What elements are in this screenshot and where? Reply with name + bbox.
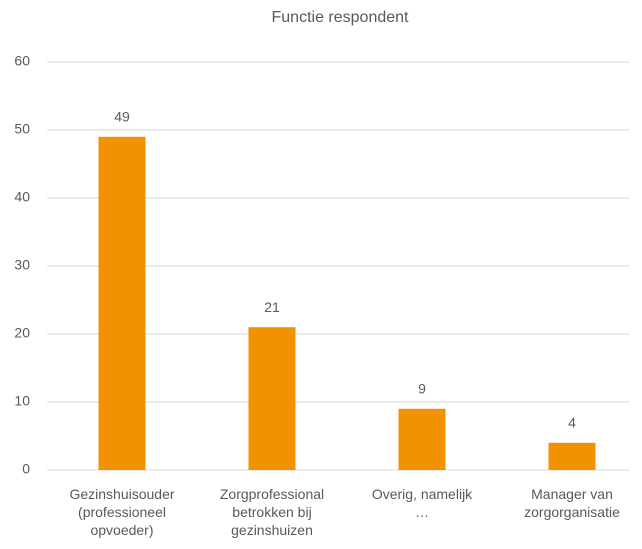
bar [398, 408, 446, 470]
x-tick-label: Gezinshuisouder (professioneel opvoeder) [69, 486, 175, 538]
x-tick-label: Manager van zorgorganisatie [524, 486, 620, 520]
bar [248, 327, 296, 470]
y-tick-label: 50 [14, 121, 30, 137]
bar [98, 136, 146, 471]
x-tick-label: Overig, namelijk … [371, 486, 473, 520]
y-tick-label: 40 [14, 189, 30, 205]
y-tick-label: 60 [14, 53, 30, 69]
data-label: 9 [418, 381, 426, 397]
data-label: 49 [114, 109, 130, 125]
x-tick-label: Zorgprofessional betrokken bij gezinshui… [219, 486, 325, 538]
y-tick-label: 30 [14, 257, 30, 273]
y-tick-label: 10 [14, 393, 30, 409]
bar [548, 442, 596, 470]
y-tick-label: 20 [14, 325, 30, 341]
data-label: 21 [264, 299, 280, 315]
chart-title: Functie respondent [272, 9, 410, 26]
data-label: 4 [568, 415, 576, 431]
y-tick-label: 0 [22, 461, 30, 477]
